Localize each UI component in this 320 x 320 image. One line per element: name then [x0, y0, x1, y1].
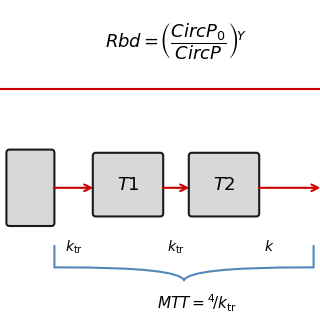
Text: $\mathit{T1}$: $\mathit{T1}$ [116, 176, 140, 194]
Text: $k$: $k$ [264, 239, 274, 254]
Text: $k_{\mathrm{tr}}$: $k_{\mathrm{tr}}$ [65, 239, 83, 256]
FancyBboxPatch shape [6, 150, 54, 226]
FancyBboxPatch shape [93, 153, 163, 216]
FancyBboxPatch shape [189, 153, 259, 216]
Text: $\mathit{Rbd}{=}\!\left(\dfrac{\mathit{CircP}_{0}}{\mathit{CircP}}\right)^{\!\ma: $\mathit{Rbd}{=}\!\left(\dfrac{\mathit{C… [105, 21, 247, 62]
Text: $\mathit{MTT}{=}^{4}\!/k_{\mathrm{tr}}$: $\mathit{MTT}{=}^{4}\!/k_{\mathrm{tr}}$ [157, 293, 237, 314]
Text: $k_{\mathrm{tr}}$: $k_{\mathrm{tr}}$ [167, 239, 185, 256]
Text: $\mathit{T2}$: $\mathit{T2}$ [212, 176, 236, 194]
